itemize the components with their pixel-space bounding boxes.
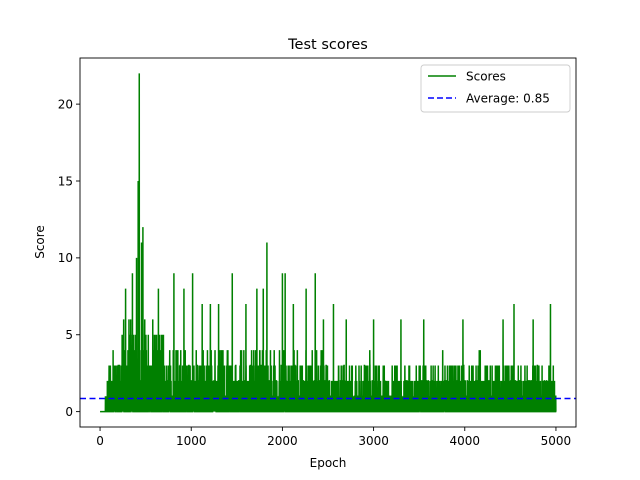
x-axis-label: Epoch xyxy=(310,456,347,470)
y-tick-label: 15 xyxy=(58,174,73,188)
x-tick-label: 0 xyxy=(96,434,104,448)
x-tick-label: 3000 xyxy=(358,434,389,448)
legend-box xyxy=(420,64,571,113)
x-tick-label: 2000 xyxy=(267,434,298,448)
chart-title: Test scores xyxy=(287,37,368,53)
x-axis-ticks: 0 1000 2000 3000 4000 5000 xyxy=(96,427,571,448)
legend-scores-label: Scores xyxy=(466,70,506,84)
plot-frame xyxy=(79,57,577,428)
legend-average-label: Average: 0.85 xyxy=(466,92,550,106)
plot-area xyxy=(80,73,576,413)
x-tick-label: 1000 xyxy=(176,434,207,448)
y-axis-ticks: 0 5 10 15 20 xyxy=(58,97,80,419)
y-tick-label: 20 xyxy=(58,97,73,111)
y-tick-label: 10 xyxy=(58,251,73,265)
y-tick-label: 0 xyxy=(65,405,73,419)
y-axis-label: Score xyxy=(33,225,47,259)
y-tick-label: 5 xyxy=(65,328,73,342)
series-group xyxy=(80,73,576,413)
scores-line xyxy=(100,73,557,413)
legend: Scores Average: 0.85 xyxy=(420,64,571,113)
x-tick-label: 5000 xyxy=(541,434,572,448)
x-tick-label: 4000 xyxy=(449,434,480,448)
